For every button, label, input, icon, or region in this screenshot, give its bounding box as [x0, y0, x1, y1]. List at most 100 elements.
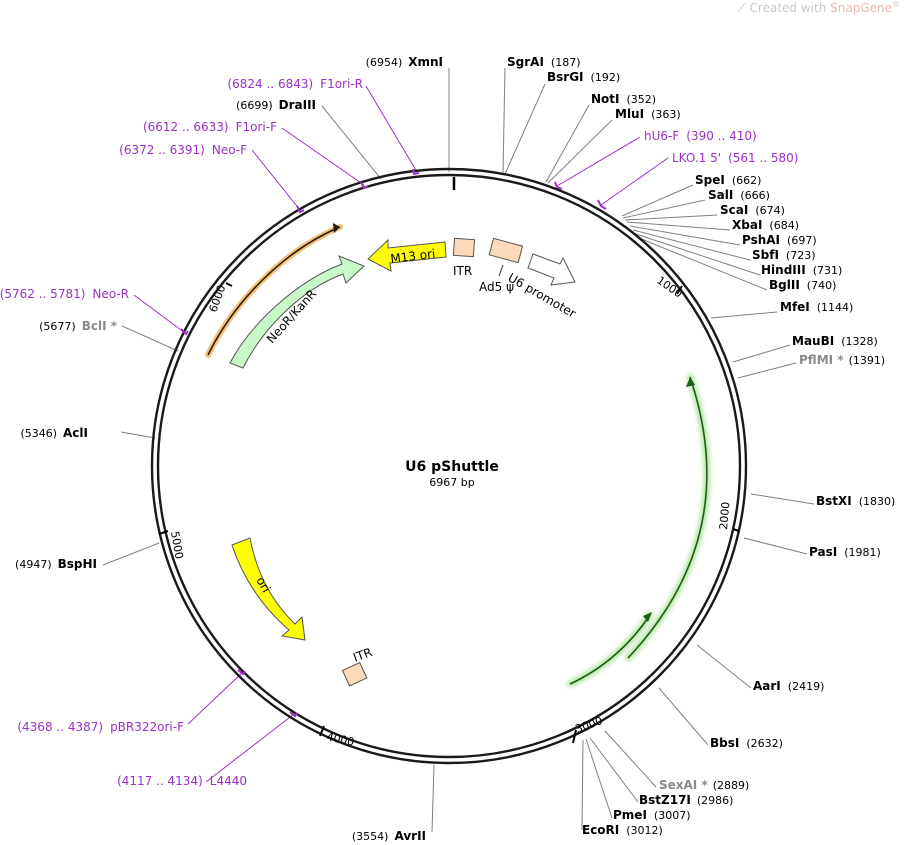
plasmid-size: 6967 bp [429, 476, 474, 489]
ad5-label: Ad5 ψ [479, 280, 514, 294]
primer-site-l4440 [289, 711, 298, 718]
enzyme-pmei[interactable]: PmeI (3007) [613, 808, 690, 822]
tick-mark-4000 [319, 725, 325, 737]
enzyme-bbsi[interactable]: BbsI (2632) [710, 736, 783, 750]
tick-mark-3000 [572, 729, 577, 744]
leader-f1ori-f [281, 127, 365, 186]
enzyme-avrii[interactable]: (3554) AvrII [352, 829, 426, 843]
primer-labels: (6824 .. 6843) F1ori-R (6612 .. 6633) F1or… [0, 77, 799, 788]
enzyme-bsphi[interactable]: (4947) BspHI [15, 557, 97, 571]
enzyme-maubi[interactable]: MauBI (1328) [792, 334, 878, 348]
leader-mfei [710, 311, 778, 319]
leader-sexai [604, 730, 657, 788]
enzyme-pshai[interactable]: PshAI (697) [742, 233, 817, 247]
leader-sgrai [502, 67, 506, 174]
primer-l4440[interactable]: (4117 .. 4134) L4440 [117, 774, 247, 788]
m13-ori-label: M13 ori [390, 247, 436, 266]
leader-lko1 [600, 157, 669, 206]
primer-leader-lines [133, 85, 669, 783]
neo-feature [229, 255, 365, 369]
leader-pflmi [737, 362, 797, 379]
itr-bottom-feature [341, 661, 368, 687]
leader-bcli [121, 325, 179, 352]
green-arc [627, 376, 708, 659]
tick-mark-6000 [225, 282, 233, 287]
leader-spei [621, 184, 694, 217]
enzyme-sali[interactable]: SalI (666) [708, 188, 770, 202]
green-arc-glow [624, 373, 711, 662]
enzyme-mlui[interactable]: MluI (363) [615, 107, 681, 121]
enzyme-bcli[interactable]: (5677) BclI * [39, 319, 118, 333]
tick-mark-5000 [158, 530, 169, 535]
primer-lko1[interactable]: LKO.1 5' (561 .. 580) [672, 151, 799, 165]
ad5-leader [498, 264, 504, 277]
enzyme-bsrgi[interactable]: BsrGI (192) [547, 70, 620, 84]
m13-ori-feature [367, 238, 447, 272]
enzyme-bstxi[interactable]: BstXI (1830) [816, 494, 895, 508]
ad5-feature [488, 237, 524, 264]
ticks [158, 282, 740, 744]
enzyme-bstz17i[interactable]: BstZ17I (2986) [639, 793, 733, 807]
orange-arc [207, 226, 341, 356]
primer-site-neo-f [296, 205, 305, 214]
enzyme-pasi[interactable]: PasI (1981) [809, 545, 881, 559]
primer-hu6-f[interactable]: hU6-F (390 .. 410) [644, 129, 757, 143]
ori-feature [231, 537, 306, 641]
enzyme-hindiii[interactable]: HindIII (731) [761, 263, 842, 277]
enzyme-aari[interactable]: AarI (2419) [753, 679, 824, 693]
tick-label-3000: 3000 [574, 714, 605, 736]
enzyme-bglii[interactable]: BglII (740) [769, 278, 836, 292]
enzyme-mfei[interactable]: MfeI (1144) [780, 300, 853, 314]
leader-acli [120, 431, 156, 439]
enzyme-pflmi[interactable]: PflMI * (1391) [799, 353, 885, 367]
backbone-outer [150, 167, 748, 765]
watermark-logo-icon: ⟋ [737, 1, 746, 15]
itr-top-feature [452, 237, 476, 258]
enzyme-noti[interactable]: NotI (352) [591, 92, 656, 106]
primer-site-f1ori-f [360, 181, 369, 190]
watermark-mark: ® [892, 0, 900, 9]
leader-bglii [638, 237, 768, 291]
primer-f1ori-r[interactable]: (6824 .. 6843) F1ori-R [227, 77, 363, 91]
enzyme-xmni[interactable]: (6954) XmnI [366, 55, 443, 69]
primer-site-hu6-f [554, 181, 563, 190]
enzyme-draiii[interactable]: (6699) DraIII [236, 98, 316, 112]
enzyme-sbfi[interactable]: SbfI (723) [752, 248, 816, 262]
enzyme-ecori[interactable]: EcoRI (3012) [582, 823, 663, 837]
leader-mlui [547, 119, 613, 184]
leader-f1ori-r [365, 85, 418, 173]
enzyme-sexai[interactable]: SexAI * (2889) [659, 778, 749, 792]
itr-top-label: ITR [453, 264, 472, 278]
enzyme-labels: (6954) XmnI SgrAI (187) BsrGI (192) NotI (35… [15, 55, 895, 843]
leader-pmei [585, 738, 613, 819]
watermark-brand: SnapGene [830, 1, 892, 15]
leader-noti [545, 104, 590, 183]
primer-site-f1ori-r [412, 168, 420, 176]
leader-bstz17i [589, 737, 639, 803]
primer-site-pbr322ori-f [237, 669, 246, 676]
snapgene-watermark: ⟋ Created with SnapGene® [737, 0, 900, 16]
enzyme-scai[interactable]: ScaI (674) [720, 203, 785, 217]
primer-neo-f[interactable]: (6372 .. 6391) Neo-F [119, 143, 247, 157]
leader-bstxi [750, 493, 815, 505]
leader-avrii [431, 764, 435, 833]
primer-f1ori-f[interactable]: (6612 .. 6633) F1ori-F [143, 120, 277, 134]
leader-neo-f [251, 149, 301, 211]
u6-feature [527, 253, 576, 286]
enzyme-sgrai[interactable]: SgrAI (187) [507, 55, 581, 69]
plasmid-name: U6 pShuttle [405, 459, 499, 475]
leader-aari [696, 644, 752, 689]
leader-pasi [743, 537, 808, 555]
primer-neo-r[interactable]: (5762 .. 5781) Neo-R [0, 287, 129, 301]
green-arc-arrowhead [686, 377, 695, 387]
primer-pbr322ori-f[interactable]: (4368 .. 4387) pBR322ori-F [17, 720, 184, 734]
leader-l4440 [205, 713, 295, 783]
enzyme-acli[interactable]: (5346) AclI [20, 426, 88, 440]
leader-sali [622, 199, 706, 219]
enzyme-spei[interactable]: SpeI (662) [695, 173, 761, 187]
primer-site-neo-r [180, 328, 189, 336]
leader-xbai [626, 221, 731, 231]
leader-bsphi [102, 542, 160, 566]
enzyme-xbai[interactable]: XbaI (684) [732, 218, 799, 232]
